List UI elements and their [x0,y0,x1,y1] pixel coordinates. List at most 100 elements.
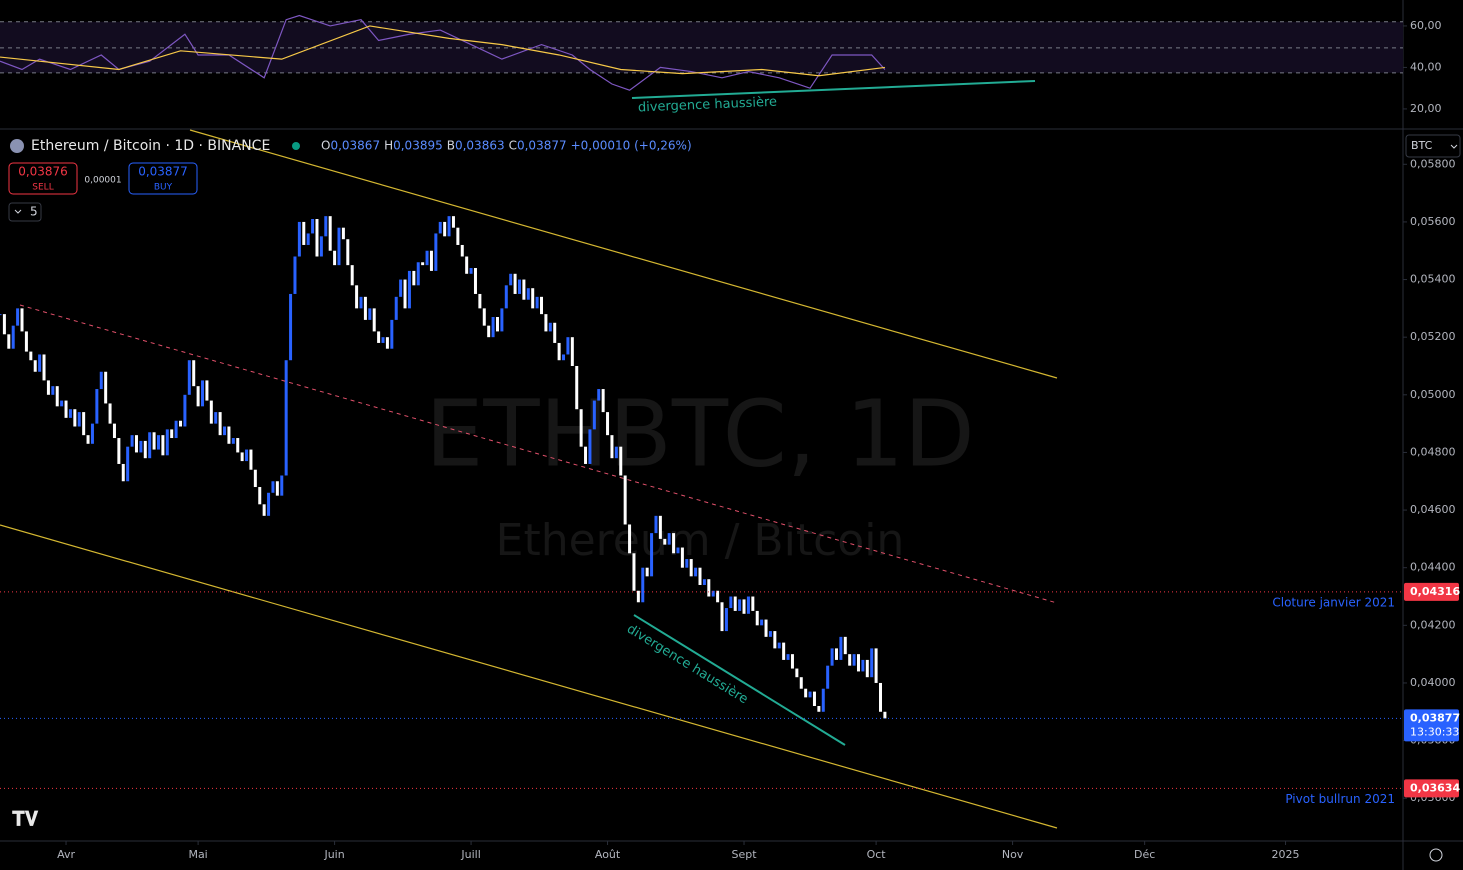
candle [702,579,706,585]
channel-middle [19,304,1058,604]
candle [429,250,433,271]
candle [821,688,825,712]
candle [636,590,640,603]
candle [328,216,332,251]
ohlc-key: C [509,139,517,153]
candle [275,481,279,496]
candle [284,360,288,476]
candle [38,354,42,372]
candle [526,288,530,300]
candle [82,412,86,436]
candle [777,642,781,649]
candle [680,547,684,568]
candle [645,567,649,577]
candle [319,236,323,257]
buy-button[interactable] [128,162,198,195]
candle [799,677,803,689]
candle [156,435,160,450]
candle [368,308,372,320]
indicators-count: 5 [30,205,38,219]
candle [315,219,319,257]
candle [676,547,680,554]
y-tick-label: 0,04200 [1410,618,1456,631]
candle [760,619,764,626]
sell-button[interactable] [8,162,78,195]
candle [236,438,240,453]
candle [121,463,125,482]
y-tick-label: 0,04600 [1410,503,1456,516]
candle [773,631,777,649]
candle [826,665,830,689]
candle [465,256,469,274]
candle [306,233,310,245]
channel-top [189,129,1058,379]
channel-bottom [0,524,1058,829]
candle [337,227,341,266]
candle [2,314,6,335]
ohlc-value: 0,03895 [393,139,443,153]
candle [187,360,191,395]
y-tick-label: 0,05400 [1410,273,1456,286]
candle [333,250,337,266]
symbol-title[interactable]: Ethereum / Bitcoin · 1D · BINANCE [31,138,270,154]
candle [861,659,865,672]
candle [575,365,579,410]
candle [839,636,843,660]
candle [614,446,618,459]
candle [99,371,103,390]
candle [416,262,420,286]
divergence-line [633,614,846,746]
candle [482,308,486,326]
candle [372,308,376,332]
candle [804,688,808,698]
candle [879,682,883,712]
logo: 𝐓𝐕 [12,807,39,831]
settings-icon[interactable] [1429,848,1443,862]
candle [883,711,887,719]
candle [601,389,605,413]
candle [535,296,539,309]
candle [390,319,394,349]
rsi-ma-line [0,25,885,77]
candle [29,351,33,361]
candle [381,337,385,343]
candle [77,412,81,427]
candle [540,296,544,315]
rsi-divergence-line [631,80,1036,99]
y-tick-label: 0,05800 [1410,157,1456,170]
candle [733,596,737,611]
level-name: Cloture janvier 2021 [1272,595,1395,609]
candle [152,432,156,450]
candle [218,412,222,436]
candle [764,619,768,637]
candle [623,475,627,525]
y-tick-label: 0,05000 [1410,388,1456,401]
candle [504,285,508,309]
ohlc-value: 0,03863 [455,139,505,153]
ohlc-change: +0,00010 (+0,26%) [571,139,692,153]
x-tick-label: Avr [57,848,75,861]
indicators-toggle[interactable] [8,202,42,222]
currency-select[interactable] [1405,134,1461,158]
candle [562,354,566,361]
rsi-tick-label: 40,00 [1410,60,1442,73]
candle [517,279,521,294]
candle [650,533,654,577]
candle [174,420,178,439]
x-tick-label: Juill [460,848,480,861]
candle [843,636,847,655]
candle [192,360,196,387]
candle [566,337,570,355]
level-badge [1404,582,1459,601]
candle [350,265,354,286]
candle [584,446,588,464]
candle [874,648,878,683]
candle [68,409,72,418]
candle [447,216,451,237]
candle [856,654,860,672]
symbol-icon [10,139,24,153]
candle [641,567,645,603]
candle [500,308,504,332]
candle [267,492,271,516]
candle [606,412,610,436]
